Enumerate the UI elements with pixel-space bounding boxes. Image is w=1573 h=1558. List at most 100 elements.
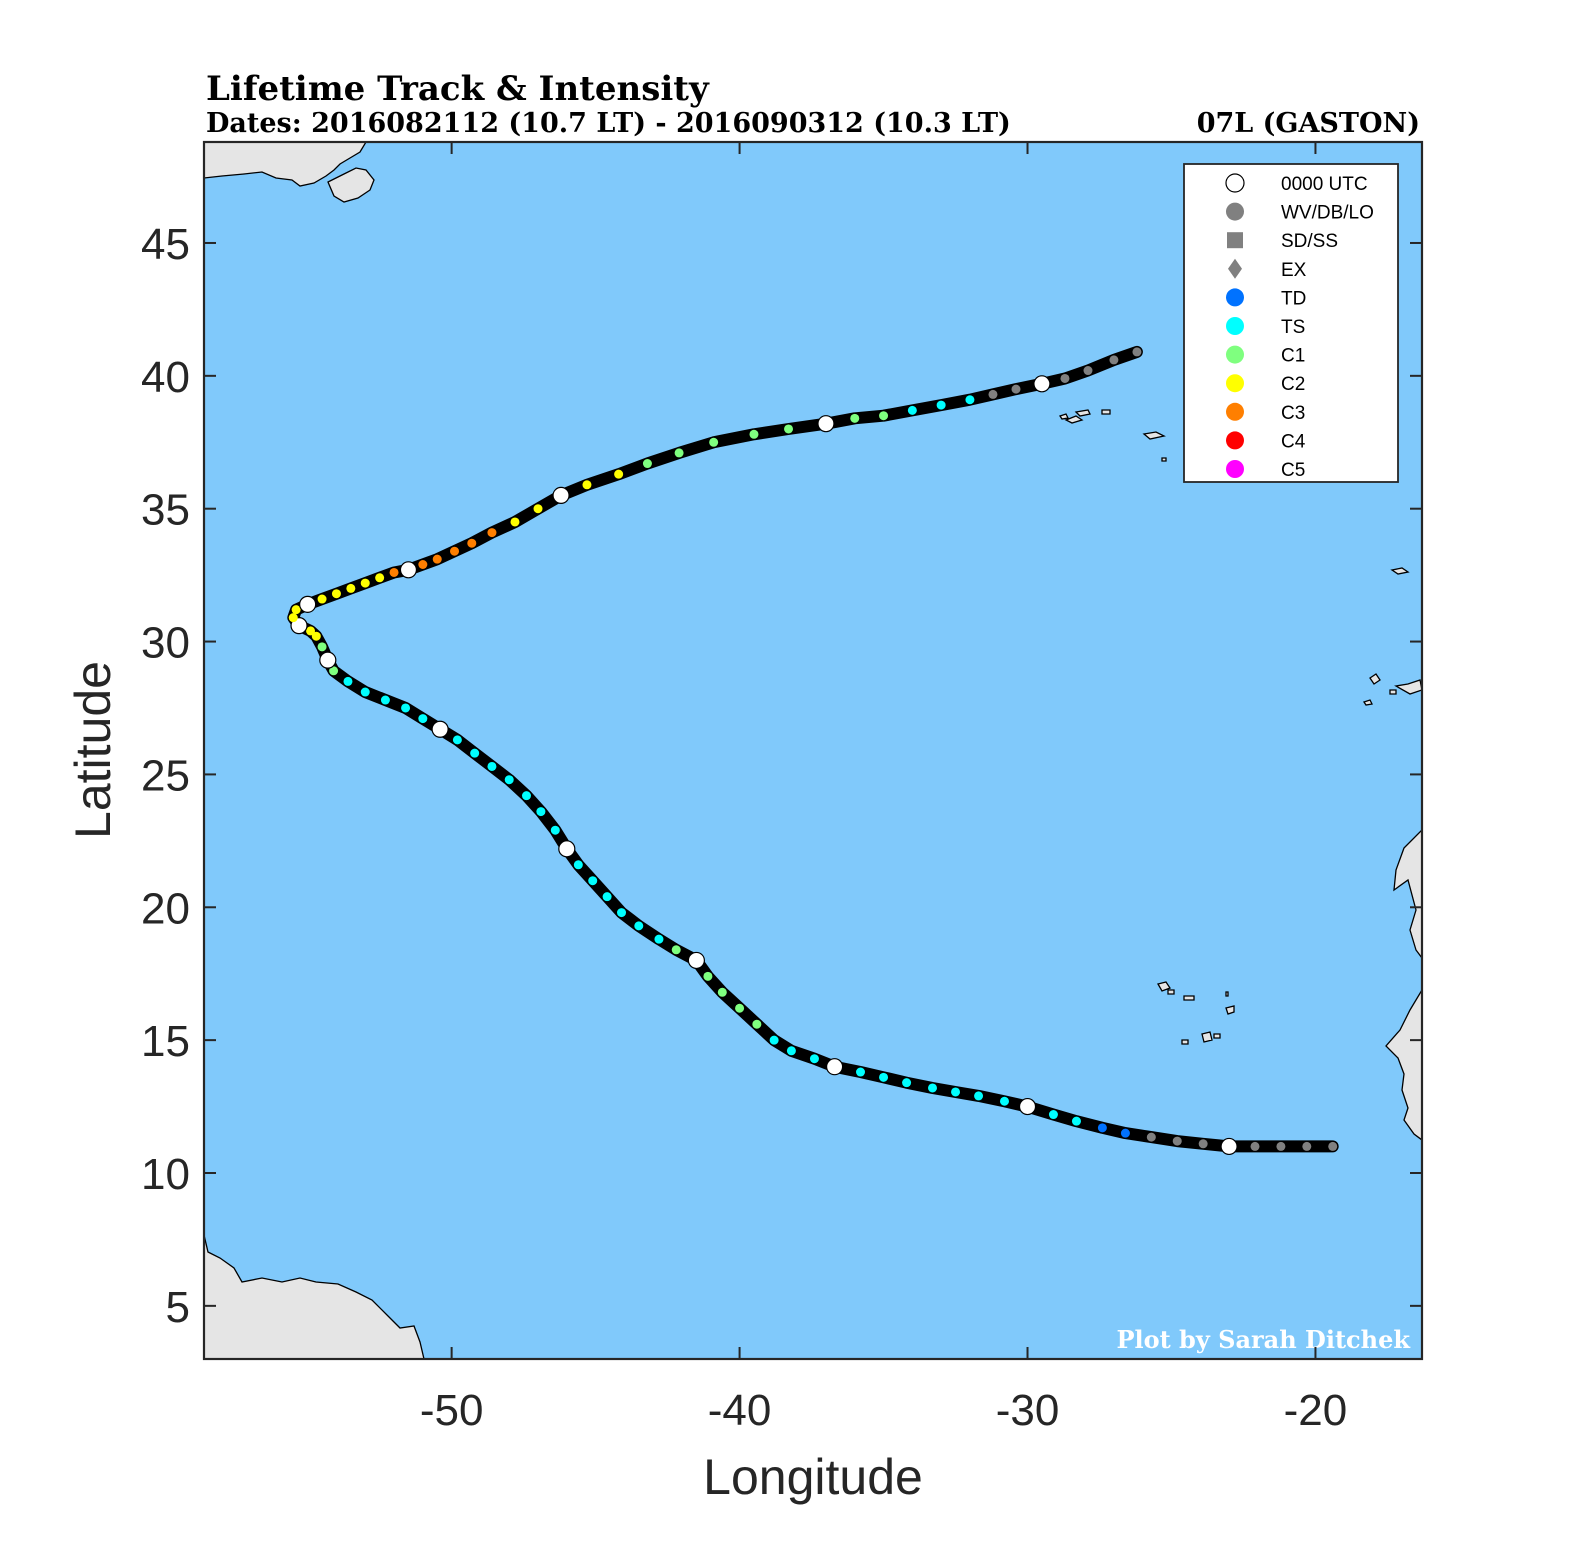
track-point-wv <box>1302 1141 1312 1151</box>
y-tick-label: 20 <box>141 884 190 933</box>
track-point-c2 <box>311 631 321 641</box>
y-tick-label: 5 <box>166 1283 190 1332</box>
track-point-wv <box>1146 1132 1156 1142</box>
y-tick-label: 45 <box>141 220 190 269</box>
legend-symbol <box>1226 460 1244 478</box>
track-point-0000utc <box>319 651 337 669</box>
track-point-c2 <box>346 583 356 593</box>
track-point-ts <box>470 748 480 758</box>
legend-symbol <box>1226 202 1244 221</box>
track-layer <box>287 345 1339 1156</box>
legend-symbol <box>1225 173 1245 193</box>
track-point-td <box>1097 1123 1107 1133</box>
track-point-ts <box>536 807 546 817</box>
track-point-c1 <box>749 429 759 439</box>
track-point-ts <box>360 687 370 697</box>
legend: 0000 UTC WV/DB/LO SD/SS EX TD TS C1 C2 C3 C4 C5 <box>1183 163 1399 483</box>
track-point-c1 <box>717 987 727 997</box>
legend-label: C4 <box>1281 431 1306 452</box>
track-point-0000utc <box>431 720 449 738</box>
track-point-ts <box>550 825 560 835</box>
track-point-ts <box>974 1091 984 1101</box>
y-tick-label: 25 <box>141 751 190 800</box>
track-point-ts <box>999 1096 1009 1106</box>
track-point-ts <box>786 1046 796 1056</box>
track-point-c1 <box>784 424 794 434</box>
track-point-c2 <box>331 589 341 599</box>
track-point-c2 <box>375 573 385 583</box>
track-point-ts <box>401 703 411 713</box>
legend-symbol <box>1226 402 1244 421</box>
track-point-ts <box>809 1054 819 1064</box>
track-point-ts <box>452 735 462 745</box>
legend-symbol <box>1226 317 1244 335</box>
track-point-0000utc <box>552 486 570 505</box>
legend-label: C3 <box>1281 403 1305 424</box>
legend-symbol <box>1227 232 1243 249</box>
land-cape-verde <box>1157 981 1235 1045</box>
track-point-ts <box>936 400 946 410</box>
chart-subtitle-dates: Dates: 2016082112 (10.7 LT) - 2016090312… <box>206 108 1011 139</box>
track-point-c3 <box>467 538 477 548</box>
track-point-c2 <box>614 469 624 479</box>
land-madeira <box>1390 567 1410 575</box>
legend-label: 0000 UTC <box>1281 174 1368 195</box>
track-point-ts <box>602 892 612 902</box>
track-point-ts <box>902 1078 912 1088</box>
track-point-ts <box>856 1067 866 1077</box>
legend-symbol <box>1228 258 1242 279</box>
axes-frame <box>202 140 1424 1361</box>
track-point-wv <box>1328 1141 1338 1151</box>
track-point-c3 <box>418 559 428 569</box>
track-point-0000utc <box>1220 1137 1238 1156</box>
track-point-0000utc <box>399 561 418 579</box>
track-point-0000utc <box>1033 375 1051 393</box>
legend-label: WV/DB/LO <box>1281 203 1374 224</box>
track-point-0000utc <box>817 415 835 433</box>
track-point-c1 <box>850 413 860 423</box>
track-point-c1 <box>642 459 652 469</box>
track-point-0000utc <box>299 595 317 613</box>
y-tick-label: 15 <box>141 1017 190 1066</box>
legend-label: C1 <box>1281 346 1305 367</box>
track-point-c1 <box>703 971 713 981</box>
legend-label: C2 <box>1281 374 1305 395</box>
track-point-c2 <box>360 578 370 588</box>
track-point-0000utc <box>825 1058 844 1076</box>
track-point-wv <box>1060 373 1070 383</box>
x-tick-label: -40 <box>708 1386 772 1435</box>
track-point-td <box>1120 1128 1130 1138</box>
track-point-wv <box>1250 1141 1260 1151</box>
track-point-c1 <box>674 448 684 458</box>
land-azores <box>1058 409 1167 462</box>
x-tick-label: -30 <box>996 1386 1060 1435</box>
track-point-c1 <box>879 411 889 421</box>
track-point-c2 <box>288 613 298 623</box>
legend-label: SD/SS <box>1281 231 1338 252</box>
track-point-wv <box>1132 347 1142 357</box>
track-point-c1 <box>709 437 719 447</box>
land-newfoundland <box>204 142 367 187</box>
track-point-c3 <box>389 567 399 577</box>
track-point-wv <box>1198 1139 1208 1149</box>
land-west-africa-south <box>1385 988 1422 1141</box>
track-point-0000utc <box>1018 1097 1037 1116</box>
legend-symbol <box>1226 374 1244 393</box>
chart-title: Lifetime Track & Intensity <box>206 69 710 109</box>
legend-label: EX <box>1281 260 1307 281</box>
track-point-c1 <box>735 1003 745 1013</box>
track-point-c2 <box>291 605 301 615</box>
y-tick-label: 40 <box>141 353 190 402</box>
track-point-wv <box>1172 1136 1182 1146</box>
track-point-ts <box>418 714 428 724</box>
track-point-ts <box>951 1087 961 1097</box>
track-point-ts <box>634 921 644 931</box>
y-tick-label: 35 <box>141 486 190 535</box>
land-south-america <box>204 1234 425 1359</box>
storm-id-label: 07L (GASTON) <box>1197 108 1420 139</box>
track-point-0000utc <box>558 840 576 858</box>
tick-layer: -50 -40 -30 -20 5 10 15 20 25 30 35 40 45 <box>141 142 1422 1435</box>
track-point-c3 <box>450 546 460 556</box>
track-point-wv <box>1011 384 1021 394</box>
